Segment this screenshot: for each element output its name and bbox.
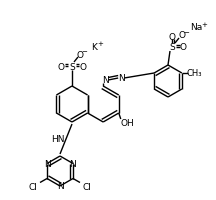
- Text: O: O: [76, 50, 84, 59]
- Text: Cl: Cl: [83, 182, 91, 191]
- Text: CH₃: CH₃: [186, 69, 202, 78]
- Text: O: O: [57, 62, 65, 71]
- Text: N: N: [44, 159, 50, 168]
- Text: N: N: [57, 182, 63, 191]
- Text: −: −: [81, 49, 87, 55]
- Text: S: S: [169, 43, 175, 52]
- Text: O: O: [178, 31, 186, 40]
- Text: N: N: [102, 76, 109, 85]
- Text: Na: Na: [190, 23, 202, 32]
- Text: −: −: [183, 30, 189, 36]
- Text: +: +: [97, 41, 103, 47]
- Text: O: O: [79, 62, 86, 71]
- Text: K: K: [91, 42, 97, 51]
- Text: Cl: Cl: [29, 182, 37, 191]
- Text: O: O: [179, 43, 186, 52]
- Text: S: S: [69, 62, 75, 71]
- Text: HN: HN: [51, 135, 65, 144]
- Text: N: N: [118, 74, 125, 83]
- Text: N: N: [70, 159, 76, 168]
- Text: OH: OH: [121, 119, 135, 128]
- Text: +: +: [201, 22, 207, 28]
- Text: O: O: [168, 32, 175, 41]
